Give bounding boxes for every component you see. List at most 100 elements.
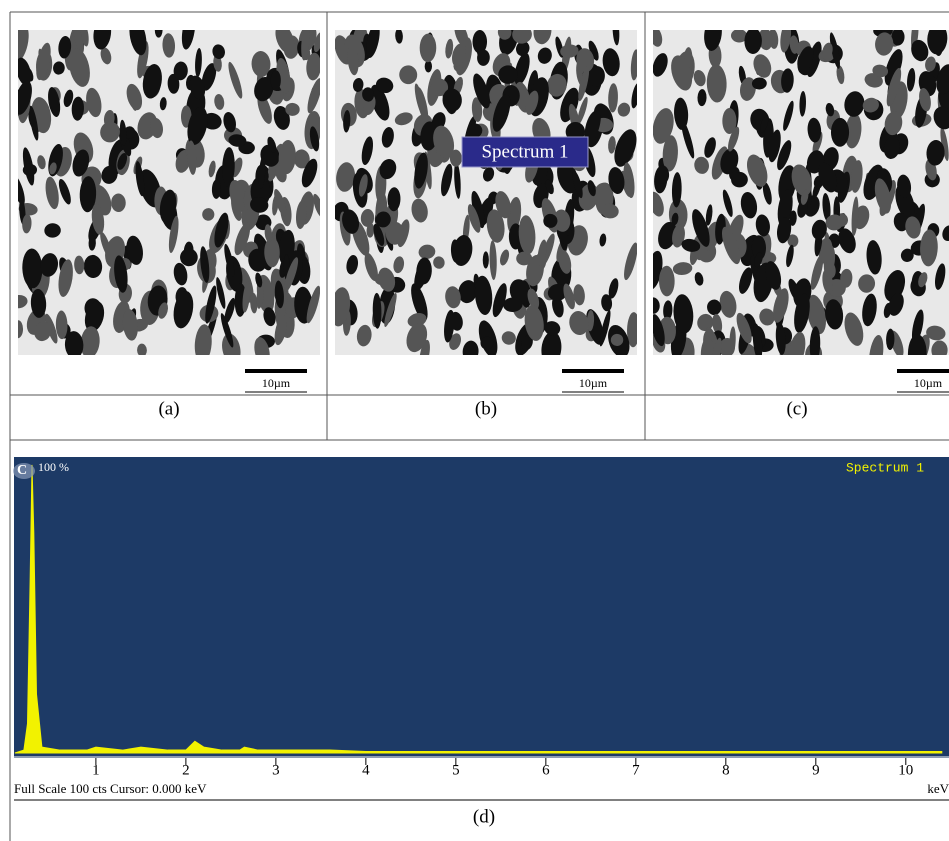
pore xyxy=(608,83,618,113)
pore xyxy=(918,272,928,288)
pore xyxy=(681,120,695,159)
pore xyxy=(495,191,511,219)
pore xyxy=(822,42,833,60)
pore xyxy=(248,248,268,272)
pore xyxy=(578,65,590,102)
pore xyxy=(336,162,356,192)
pore xyxy=(897,174,912,199)
pore xyxy=(719,290,737,318)
pore xyxy=(224,297,236,324)
pore xyxy=(384,292,397,327)
pore xyxy=(137,41,149,79)
pore xyxy=(692,209,710,247)
pore xyxy=(825,299,844,330)
pore xyxy=(63,89,74,108)
pore xyxy=(788,331,806,355)
pore xyxy=(45,313,58,344)
pore xyxy=(799,91,806,117)
pore xyxy=(126,83,143,111)
pore xyxy=(433,125,455,159)
spectrum-title: Spectrum 1 xyxy=(846,460,924,475)
pore xyxy=(927,30,948,55)
pore xyxy=(195,48,202,78)
spectrum-line xyxy=(14,464,943,754)
pore xyxy=(740,191,758,219)
pore xyxy=(907,334,927,355)
pore xyxy=(254,337,270,355)
pore xyxy=(168,215,179,254)
pore xyxy=(208,160,216,178)
pore xyxy=(624,242,637,281)
pore xyxy=(424,60,433,73)
pore xyxy=(86,87,102,118)
pore xyxy=(498,65,518,84)
pore xyxy=(211,179,221,199)
pore xyxy=(850,160,863,193)
pore xyxy=(53,61,65,75)
pore xyxy=(851,196,859,237)
pore xyxy=(167,73,180,94)
pore xyxy=(719,338,735,355)
pore xyxy=(731,30,748,43)
pore xyxy=(933,106,949,130)
pore xyxy=(212,44,225,60)
spectrum-panel xyxy=(14,457,949,800)
pore xyxy=(768,129,781,163)
pore xyxy=(285,102,300,116)
pore xyxy=(306,52,320,81)
pore xyxy=(274,315,287,346)
pore xyxy=(610,333,624,347)
pore xyxy=(919,88,931,112)
pore xyxy=(270,70,281,91)
x-tick-label: 4 xyxy=(362,762,370,778)
pore xyxy=(738,267,753,294)
pore xyxy=(653,314,665,347)
pore xyxy=(122,308,138,341)
pore xyxy=(477,49,490,66)
x-tick-label: 2 xyxy=(182,762,190,778)
pore xyxy=(844,91,865,117)
pore xyxy=(758,30,773,51)
pore xyxy=(449,149,462,167)
pore xyxy=(187,106,208,145)
pore xyxy=(516,251,533,266)
pore xyxy=(18,320,24,339)
x-tick-label: 5 xyxy=(452,762,460,778)
pore xyxy=(787,234,799,248)
pore xyxy=(544,321,561,336)
pore xyxy=(558,249,572,274)
pore xyxy=(224,243,235,278)
pore xyxy=(797,46,814,74)
pore xyxy=(776,217,792,244)
pore xyxy=(601,294,613,312)
pore xyxy=(394,112,413,126)
pore xyxy=(393,256,405,274)
pore xyxy=(258,155,266,190)
pore xyxy=(452,235,473,266)
x-tick-label: 7 xyxy=(632,762,640,778)
pore xyxy=(627,312,637,348)
pore xyxy=(934,263,946,290)
pore xyxy=(830,117,850,147)
pore xyxy=(154,30,163,38)
scale-label: 10µm xyxy=(914,376,943,390)
pore xyxy=(309,126,320,152)
pore xyxy=(537,239,547,267)
pore xyxy=(674,97,689,130)
pore xyxy=(229,179,246,212)
pore xyxy=(462,340,479,355)
pore xyxy=(806,294,826,335)
pore xyxy=(612,30,620,46)
pore xyxy=(524,304,544,341)
pore xyxy=(836,65,845,85)
pore xyxy=(545,179,554,195)
pore xyxy=(777,189,793,227)
pore xyxy=(900,248,914,262)
pore xyxy=(18,57,32,86)
pore xyxy=(829,32,840,69)
pore xyxy=(694,156,709,174)
pore xyxy=(91,203,105,235)
pore xyxy=(275,30,295,54)
pore xyxy=(307,78,320,114)
